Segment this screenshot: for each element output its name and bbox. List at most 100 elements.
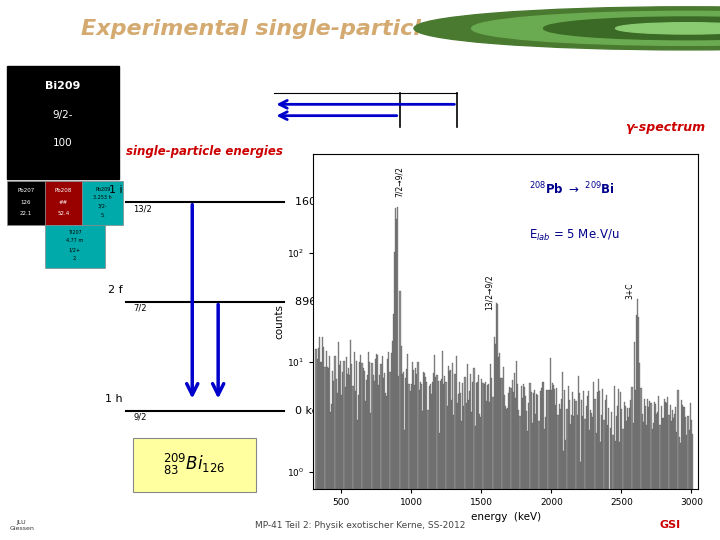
Bar [466, 403, 467, 540]
Bar [653, 423, 654, 540]
Bar [526, 411, 527, 540]
Bar [329, 356, 330, 540]
Bar [341, 395, 342, 540]
Bar [454, 374, 456, 540]
Text: 2.: 2. [72, 255, 77, 261]
Bar [521, 398, 523, 540]
Bar [513, 392, 514, 540]
Bar [591, 413, 593, 540]
Bar [428, 386, 430, 540]
Bar [315, 349, 317, 540]
Bar [424, 373, 426, 540]
Bar [366, 380, 367, 540]
Bar [634, 342, 635, 540]
Bar [674, 414, 675, 540]
Bar [623, 429, 624, 540]
Bar [318, 348, 319, 540]
Bar [342, 372, 343, 540]
Bar [374, 381, 375, 540]
Bar [434, 355, 436, 540]
Bar [577, 376, 579, 540]
Text: 1/2+: 1/2+ [68, 247, 81, 252]
Bar [362, 368, 364, 540]
Bar [487, 384, 488, 540]
Text: 126: 126 [21, 200, 31, 205]
Bar [450, 370, 451, 540]
Bar [665, 402, 666, 540]
Bar [613, 386, 615, 540]
Bar [524, 387, 525, 540]
Bar [364, 372, 365, 540]
Bar [494, 338, 495, 540]
Text: 9/2-: 9/2- [53, 110, 73, 119]
Text: 5.: 5. [100, 213, 105, 218]
Bar [45, 225, 104, 268]
Bar [485, 382, 486, 540]
Bar [392, 341, 393, 540]
Bar [536, 394, 537, 540]
Bar [479, 414, 480, 540]
Bar [503, 367, 504, 540]
Bar [666, 403, 667, 540]
Bar [514, 373, 515, 540]
Bar [331, 404, 332, 540]
Bar [376, 354, 377, 540]
Bar [519, 416, 521, 540]
Bar [486, 401, 487, 540]
Bar [509, 387, 510, 540]
Bar [430, 384, 431, 540]
Bar [511, 380, 513, 540]
Bar [690, 420, 692, 540]
Bar [638, 318, 639, 540]
Bar [338, 342, 339, 540]
Bar [682, 405, 683, 540]
Bar [692, 434, 693, 540]
Bar [557, 415, 559, 540]
Bar [624, 402, 625, 540]
Bar [372, 375, 374, 540]
Bar [627, 408, 628, 540]
Bar [581, 400, 582, 540]
Bar [518, 410, 519, 540]
Text: 52.4: 52.4 [57, 211, 70, 216]
Bar [332, 370, 333, 540]
Bar [82, 181, 123, 225]
Text: GSI: GSI [659, 520, 680, 530]
Text: 896 ke.V: 896 ke.V [295, 296, 344, 307]
Bar [670, 421, 672, 540]
Bar [423, 373, 424, 540]
Bar [378, 386, 379, 540]
Bar [500, 378, 501, 540]
Bar [490, 364, 491, 540]
Bar [488, 384, 489, 540]
Text: 1 h: 1 h [105, 394, 122, 404]
Bar [595, 433, 597, 540]
Bar [335, 356, 336, 540]
Bar [533, 393, 534, 540]
Bar [579, 393, 580, 540]
Bar [393, 314, 394, 540]
Bar [676, 432, 678, 540]
Bar [484, 384, 485, 540]
Bar [317, 360, 318, 540]
Bar [340, 361, 341, 540]
Bar [422, 411, 423, 540]
Bar [452, 363, 454, 540]
Bar [630, 400, 631, 540]
Bar [498, 357, 499, 540]
Bar [637, 299, 638, 540]
Bar [410, 384, 412, 540]
Text: 13/2: 13/2 [133, 204, 152, 213]
Bar [539, 391, 541, 540]
Circle shape [544, 17, 720, 40]
Text: $^{209}_{83}Bi_{126}$: $^{209}_{83}Bi_{126}$ [163, 453, 225, 477]
Bar [559, 409, 561, 540]
Bar [448, 366, 449, 540]
Text: E$_{lab}$ = 5 Me.V/u: E$_{lab}$ = 5 Me.V/u [529, 227, 619, 242]
Bar [629, 408, 630, 540]
Bar [496, 302, 497, 540]
Bar [478, 375, 479, 540]
Bar [655, 404, 656, 540]
Bar [607, 426, 608, 540]
Bar [570, 424, 571, 540]
